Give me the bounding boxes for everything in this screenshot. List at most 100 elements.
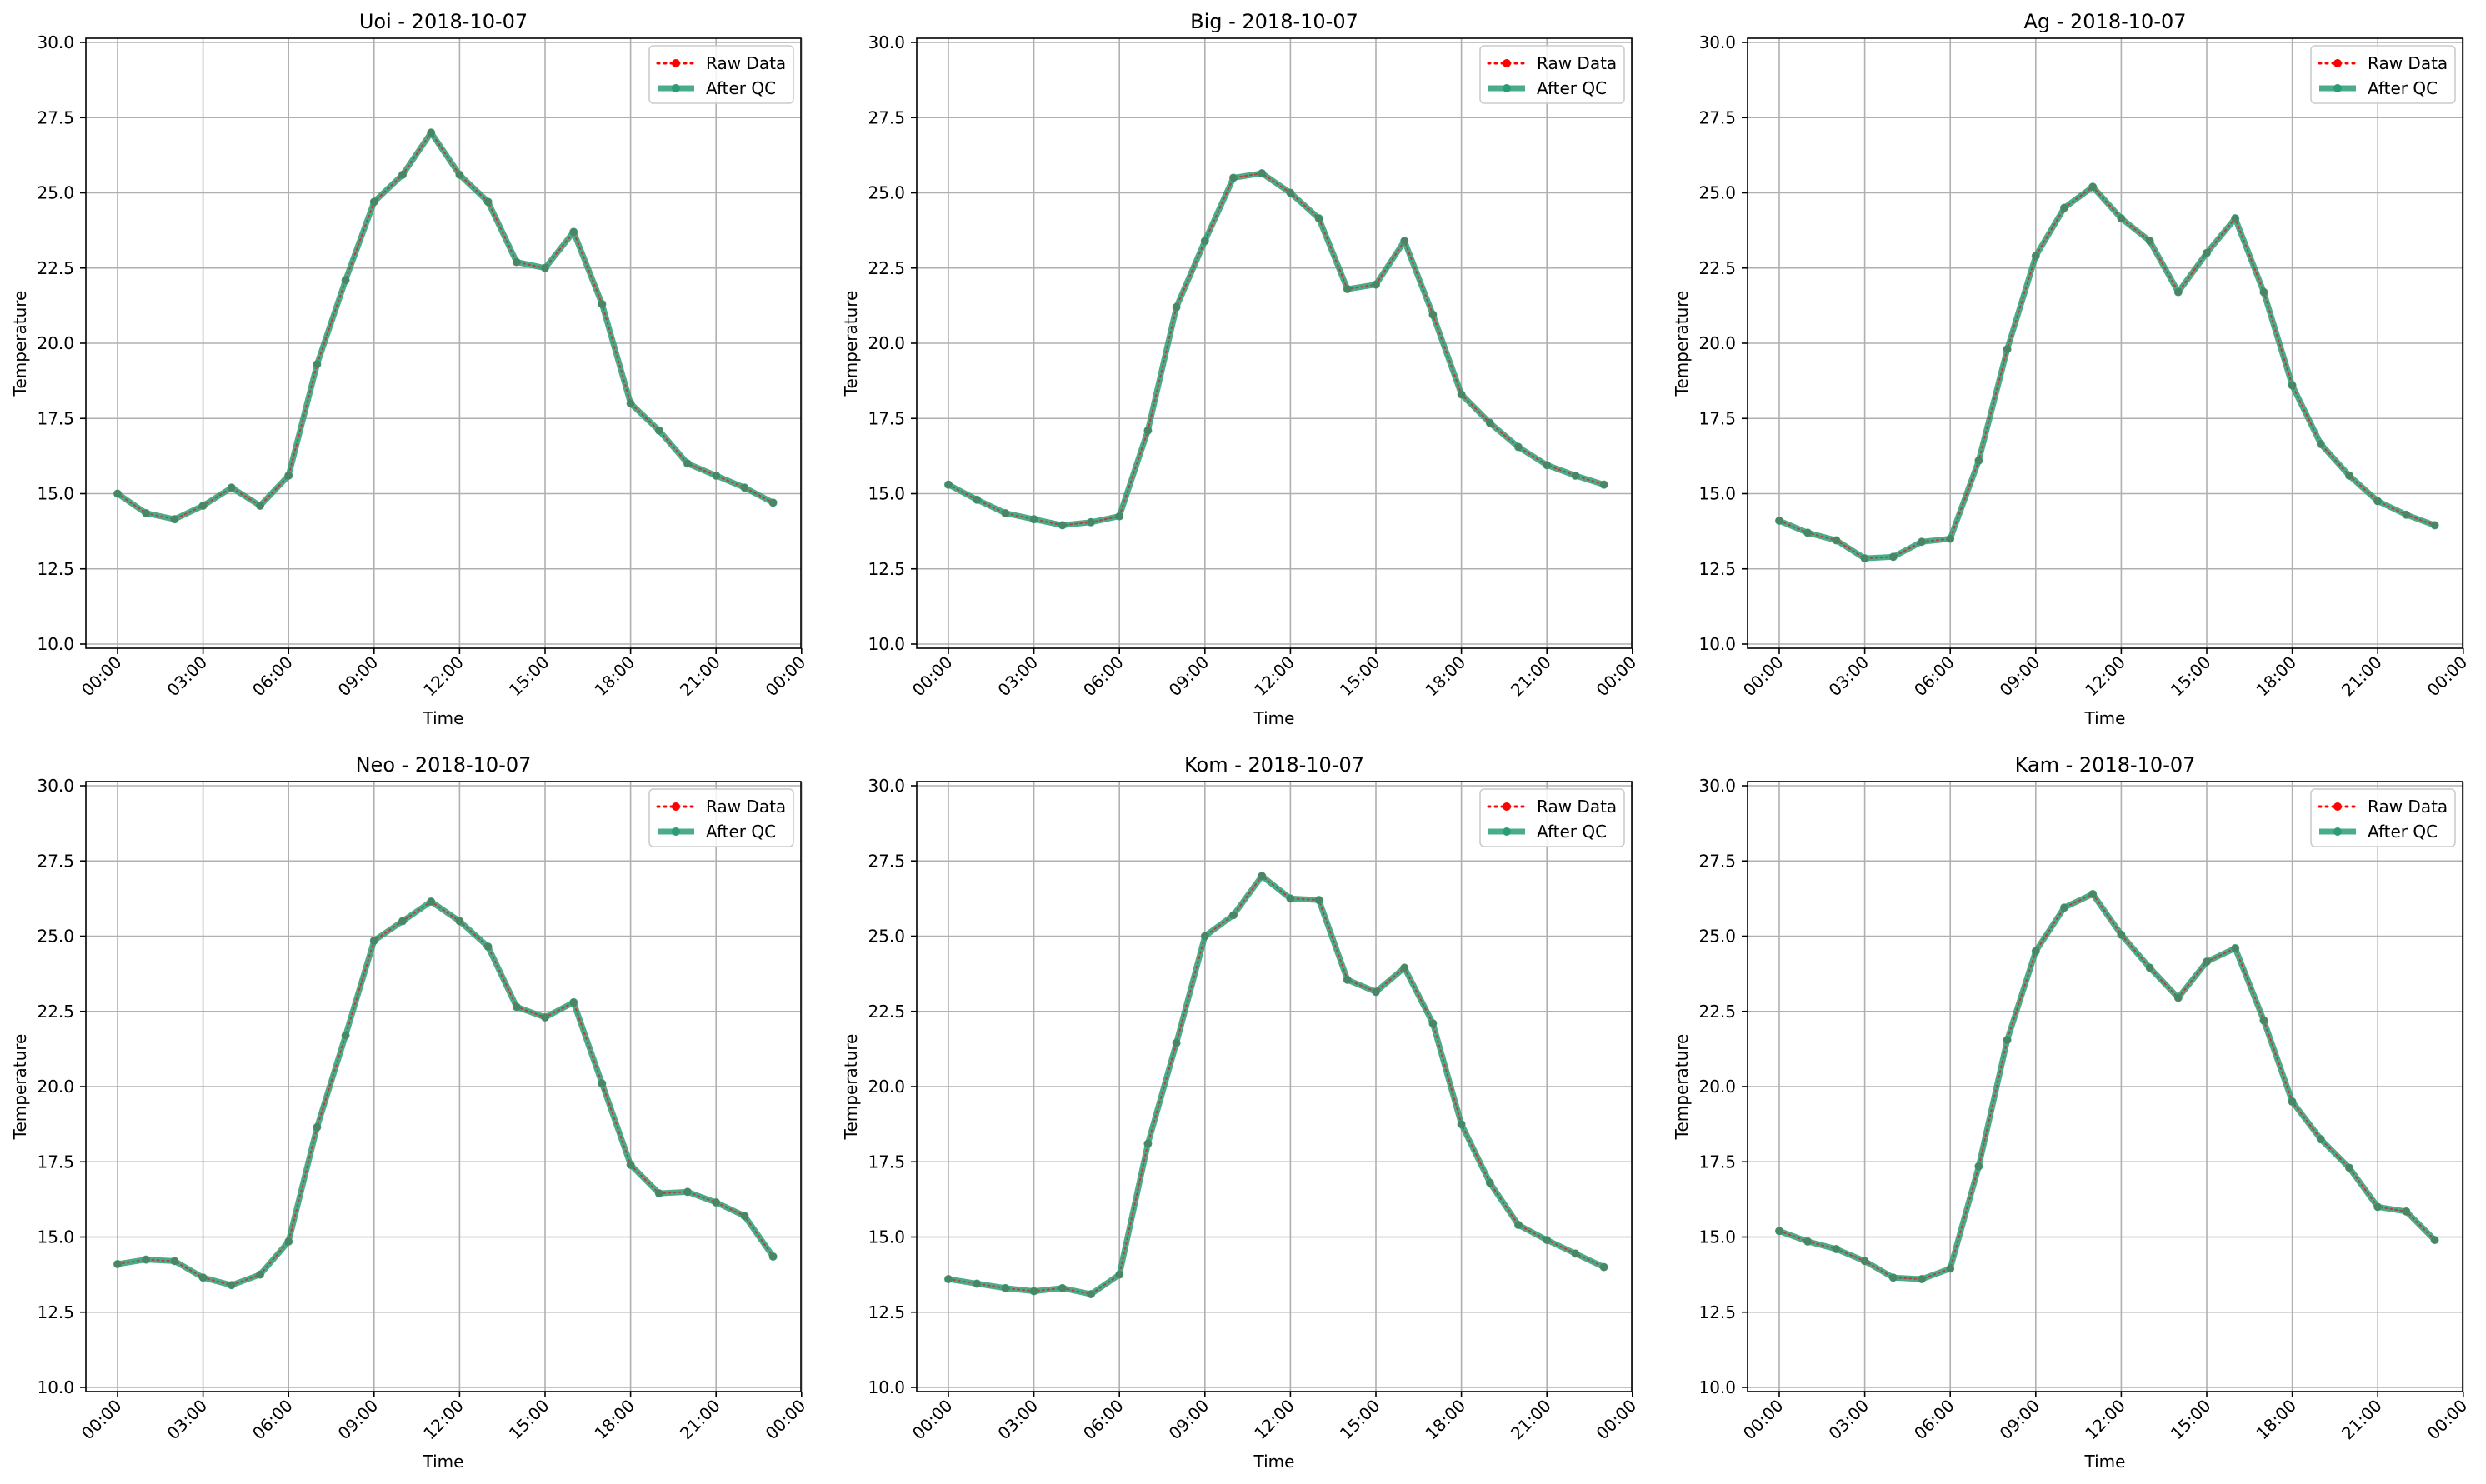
y-tick-label: 10.0 <box>1698 634 1736 654</box>
y-tick-label: 22.5 <box>1698 1002 1736 1022</box>
after-qc-point <box>1775 516 1783 525</box>
after-qc-point <box>1803 528 1813 537</box>
after-qc-point <box>1599 480 1608 489</box>
x-tick-label: 21:00 <box>1507 1396 1555 1444</box>
after-qc-point <box>2117 214 2126 223</box>
x-axis-label: Time <box>2084 1452 2126 1472</box>
after-qc-point <box>1803 1237 1813 1246</box>
after-qc-point <box>369 936 378 945</box>
after-qc-point <box>1514 442 1523 452</box>
y-tick-label: 10.0 <box>37 634 74 654</box>
subplot-4: 10.0 12.5 15.0 17.5 20.0 22.5 25.0 27.5 30.0 00:0… <box>10 753 809 1472</box>
y-tick-label: 15.0 <box>868 484 905 504</box>
y-tick-label: 20.0 <box>37 1077 74 1097</box>
x-tick-label: 18:00 <box>2252 652 2300 701</box>
after-qc-point <box>2316 1135 2325 1144</box>
after-qc-point <box>2345 1163 2353 1172</box>
x-tick-label: 12:00 <box>2081 1396 2129 1444</box>
y-tick-label: 22.5 <box>868 1002 905 1022</box>
axes-frame <box>916 781 1633 1392</box>
y-tick-label: 25.0 <box>37 183 74 203</box>
after-qc-point <box>512 1002 521 1012</box>
after-qc-point <box>1860 554 1869 563</box>
x-tick-label: 21:00 <box>1507 652 1555 701</box>
after-qc-point <box>142 508 151 517</box>
after-qc-point <box>227 483 236 492</box>
after-qc-point <box>2060 903 2068 912</box>
x-axis-label: Time <box>423 1452 464 1472</box>
series-line-raw-data <box>948 874 1605 1296</box>
series-line-raw-data <box>1778 892 2436 1281</box>
after-qc-point <box>683 1187 692 1197</box>
x-tick-label: 00:00 <box>908 1396 957 1444</box>
after-qc-point <box>256 501 264 510</box>
after-qc-point <box>2060 203 2068 212</box>
legend-raw-marker <box>1503 59 1511 67</box>
after-qc-point <box>654 1189 663 1198</box>
after-qc-point <box>2288 1097 2297 1107</box>
after-qc-point <box>740 483 749 492</box>
subplot-title: Ag - 2018-10-07 <box>2023 10 2186 33</box>
y-tick-label: 17.5 <box>37 408 74 428</box>
x-tick-label: 00:00 <box>1593 652 1641 701</box>
after-qc-point <box>427 897 436 906</box>
y-tick-label: 15.0 <box>868 1227 905 1247</box>
x-tick-label: 06:00 <box>1910 1396 1958 1444</box>
y-axis-label: Temperature <box>841 291 861 397</box>
after-qc-point <box>1372 987 1380 997</box>
after-qc-point <box>369 197 378 207</box>
x-tick-label: 00:00 <box>1739 652 1788 701</box>
axes-frame <box>1747 781 2463 1392</box>
legend-qc-marker <box>2333 84 2342 92</box>
y-tick-label: 30.0 <box>868 776 905 796</box>
legend-raw-label: Raw Data <box>1537 797 1617 817</box>
after-qc-point <box>2173 993 2183 1002</box>
after-qc-point <box>1115 512 1124 521</box>
after-qc-point <box>1543 1236 1552 1245</box>
after-qc-point <box>1314 896 1323 905</box>
after-qc-point <box>1514 1221 1523 1230</box>
after-qc-point <box>1229 173 1238 182</box>
x-tick-label: 06:00 <box>248 1396 297 1444</box>
legend-raw-marker <box>2333 59 2342 67</box>
y-tick-label: 20.0 <box>868 333 905 353</box>
after-qc-point <box>2203 248 2211 257</box>
axes-frame <box>1747 37 2463 649</box>
y-tick-label: 27.5 <box>868 107 905 127</box>
after-qc-point <box>1200 237 1209 246</box>
legend-raw-marker <box>2333 802 2342 811</box>
after-qc-point <box>1775 1227 1783 1236</box>
x-tick-label: 18:00 <box>590 652 638 701</box>
after-qc-point <box>1229 911 1238 920</box>
legend-qc-label: After QC <box>2368 78 2438 98</box>
after-qc-point <box>626 1160 635 1169</box>
after-qc-point <box>1001 1283 1010 1292</box>
x-tick-label: 03:00 <box>1824 652 1873 701</box>
subplot-title: Neo - 2018-10-07 <box>356 753 532 777</box>
y-axis-label: Temperature <box>841 1034 861 1141</box>
subplot-title: Kam - 2018-10-07 <box>2015 753 2196 777</box>
x-tick-label: 21:00 <box>676 1396 724 1444</box>
x-tick-label: 15:00 <box>505 1396 553 1444</box>
x-tick-label: 15:00 <box>2167 652 2215 701</box>
after-qc-point <box>1974 456 1983 465</box>
y-axis-label: Temperature <box>10 291 30 397</box>
after-qc-point <box>2316 439 2325 448</box>
after-qc-point <box>1172 1038 1181 1047</box>
legend-qc-label: After QC <box>1537 822 1607 842</box>
x-tick-label: 18:00 <box>1421 652 1469 701</box>
y-tick-label: 25.0 <box>37 927 74 947</box>
after-qc-point <box>113 1259 122 1268</box>
x-tick-label: 00:00 <box>1593 1396 1641 1444</box>
y-tick-label: 12.5 <box>37 1302 74 1322</box>
y-tick-label: 15.0 <box>1698 484 1736 504</box>
y-tick-label: 15.0 <box>37 484 74 504</box>
after-qc-point <box>2288 381 2297 390</box>
legend: Raw Data After QC <box>2310 45 2456 104</box>
after-qc-point <box>1832 536 1841 545</box>
after-qc-point <box>1888 1273 1898 1282</box>
after-qc-point <box>2003 345 2012 354</box>
y-axis-label: Temperature <box>10 1034 30 1141</box>
subplot-title: Big - 2018-10-07 <box>1190 10 1358 33</box>
after-qc-point <box>2173 287 2183 297</box>
